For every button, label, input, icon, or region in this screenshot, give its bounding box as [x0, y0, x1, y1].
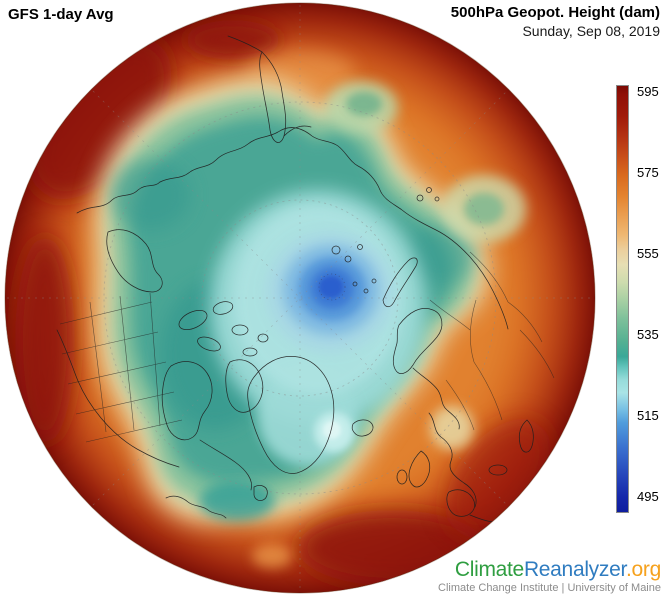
- climate-reanalyzer-logo[interactable]: ClimateReanalyzer.org: [438, 559, 661, 581]
- globe-outline: [4, 2, 596, 594]
- model-label: GFS 1-day Avg: [8, 6, 114, 23]
- coastline-layer: [56, 35, 534, 523]
- brand-climate: Climate: [454, 558, 524, 581]
- institute-subtitle: Climate Change Institute | University of…: [438, 582, 661, 594]
- map-title: 500hPa Geopot. Height (dam): [450, 4, 660, 21]
- brand-reanalyzer: Reanalyzer: [523, 558, 626, 581]
- colorbar-tick-label: 495: [637, 489, 659, 504]
- colorbar-tick-label: 515: [637, 408, 659, 423]
- branding-block: ClimateReanalyzer.org Climate Change Ins…: [438, 559, 661, 595]
- colorbar-tick-label: 535: [637, 327, 659, 342]
- state-border-layer: [59, 292, 183, 443]
- colorbar-tick-label: 595: [637, 84, 659, 99]
- map-date: Sunday, Sep 08, 2019: [522, 23, 660, 39]
- colorbar-gradient: [616, 85, 629, 513]
- colorbar-tick-label: 555: [637, 246, 659, 261]
- header-right: 500hPa Geopot. Height (dam) Sunday, Sep …: [451, 4, 660, 39]
- country-border-layer: [429, 251, 555, 431]
- geopotential-field: [5, 3, 595, 593]
- brand-org: .org: [626, 558, 661, 581]
- colorbar-tick-label: 575: [637, 165, 659, 180]
